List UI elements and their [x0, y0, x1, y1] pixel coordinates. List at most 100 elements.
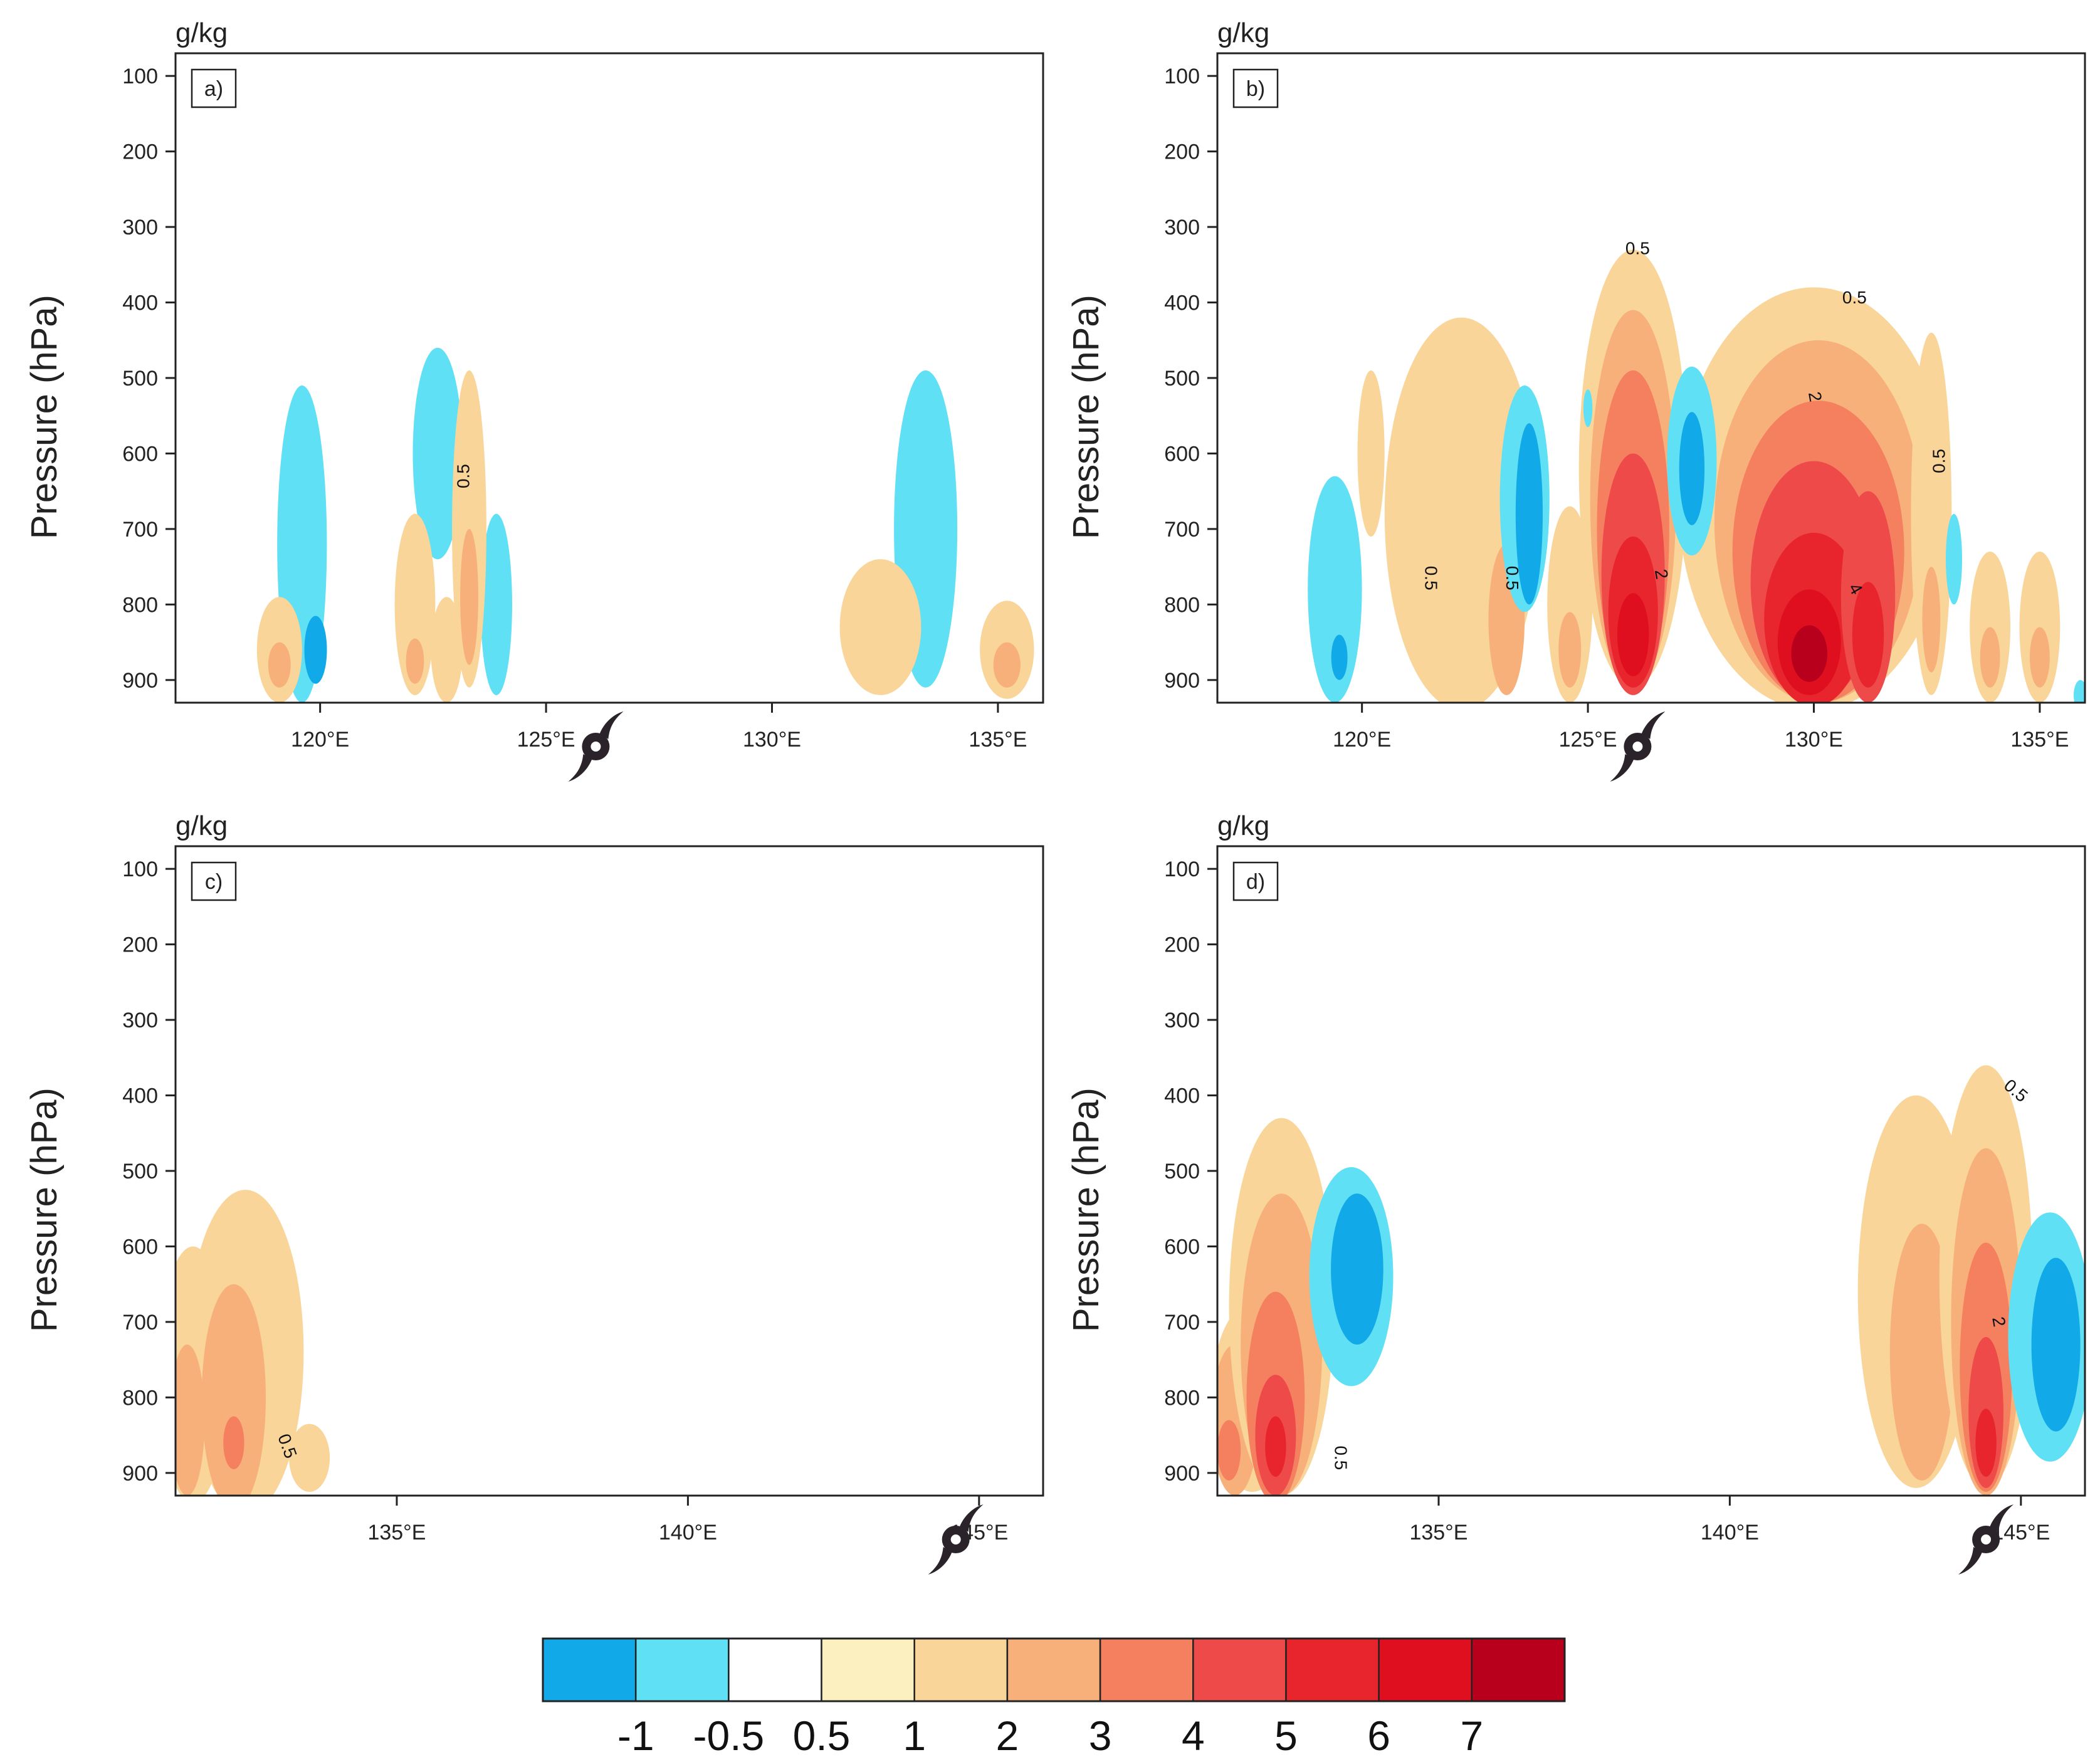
panel-a: 100 200 300 400 500 600 700 800 900 120°E 125°E 130…: [24, 18, 1044, 782]
y-tick-label: 400: [1164, 1084, 1200, 1108]
y-axis-label: Pressure (hPa): [24, 295, 65, 539]
unit-label: g/kg: [1217, 810, 1269, 841]
unit-label: g/kg: [176, 18, 228, 48]
contour-label: 2: [1988, 1315, 2009, 1328]
colorbar-label: 5: [1274, 1712, 1298, 1759]
y-tick-label: 600: [1164, 442, 1200, 466]
y-tick-label: 900: [1164, 1462, 1200, 1486]
y-tick-label: 800: [1164, 1386, 1200, 1410]
y-tick-label: 900: [122, 1462, 158, 1486]
colorbar-label: 2: [996, 1712, 1019, 1759]
contour-fill--0p5: [2074, 679, 2085, 703]
contour-fill-7: [1791, 625, 1828, 682]
x-tick-label: 145°E: [1992, 1521, 2050, 1544]
contour-fill-2: [406, 638, 424, 684]
contour-fills: [1217, 1065, 2085, 1496]
x-tick-label: 140°E: [1701, 1521, 1759, 1544]
panel-tag-box: [191, 861, 237, 901]
contour-fill--0p5: [1583, 389, 1593, 427]
contour-fills: [1308, 249, 2085, 703]
y-tick-label: 100: [1164, 857, 1200, 881]
contour-fill--1: [1679, 412, 1705, 525]
contour-fill-1: [289, 1424, 330, 1492]
contour-fill-2: [2030, 627, 2050, 688]
contour-fill-1: [1911, 332, 1952, 695]
contour-fill-1: [1357, 370, 1385, 537]
typhoon-icon: [928, 1504, 984, 1575]
contour-fill-2: [1558, 612, 1582, 688]
colorbar-label: 0.5: [793, 1712, 851, 1759]
contour-fill-1: [839, 559, 921, 695]
y-tick-label: 200: [1164, 933, 1200, 957]
x-tick-label: 130°E: [1785, 728, 1843, 752]
contour-fill-3: [223, 1416, 244, 1469]
y-tick-label: 700: [122, 1311, 158, 1335]
y-tick-label: 600: [122, 442, 158, 466]
contour-label: 0.5: [1625, 239, 1650, 258]
contour-fill-2: [268, 642, 291, 688]
y-tick-label: 400: [122, 291, 158, 315]
contour-fill-1: [1547, 506, 1593, 703]
panel-tag: a): [204, 77, 223, 101]
contour-fill--1: [304, 616, 327, 684]
contour-fill-2: [460, 528, 478, 665]
contour-fill-2: [201, 1284, 266, 1496]
panels: 100 200 300 400 500 600 700 800 900 120°E 125°E 130…: [24, 18, 2086, 1575]
y-tick-label: 800: [122, 1386, 158, 1410]
contour-label: 0.5: [454, 464, 473, 488]
panel-tag: b): [1246, 77, 1265, 101]
colorbar-swatch: [542, 1637, 637, 1702]
y-tick-label: 400: [122, 1084, 158, 1108]
colorbar-swatch: [913, 1637, 1009, 1702]
x-tick-label: 140°E: [659, 1521, 717, 1544]
contour-fill--0p5: [412, 347, 463, 560]
panel-tag-box: [191, 68, 237, 108]
y-tick-label: 800: [122, 593, 158, 617]
contour-fill--1: [1331, 634, 1348, 680]
colorbar-label: 6: [1367, 1712, 1390, 1759]
contour-fill-1: [431, 597, 463, 703]
contour-label: 2: [1805, 390, 1825, 403]
typhoon-icon: [1958, 1504, 2014, 1575]
panel-tag-box: [1232, 68, 1279, 108]
x-tick-label: 135°E: [2010, 728, 2069, 752]
y-tick-label: 700: [1164, 518, 1200, 542]
contour-fill--1: [1515, 423, 1543, 605]
unit-label: g/kg: [1217, 18, 1269, 48]
contour-fill-2: [1922, 567, 1941, 673]
x-tick-label: 120°E: [291, 728, 349, 752]
contour-fill-1: [394, 513, 436, 695]
typhoon-icon: [1610, 711, 1666, 782]
y-axis-label: Pressure (hPa): [1066, 1088, 1106, 1332]
x-tick-label: 135°E: [367, 1521, 426, 1544]
colorbar: -1 -0.5 0.5 1 2 3 4 5 6 7: [542, 1637, 1566, 1759]
contour-fill--1: [1331, 1193, 1383, 1345]
colorbar-swatch: [1192, 1637, 1287, 1702]
x-tick-label: 130°E: [743, 728, 801, 752]
y-tick-label: 200: [122, 933, 158, 957]
panel-tag: d): [1246, 870, 1265, 894]
contour-fill-2: [1980, 627, 2000, 688]
y-tick-label: 100: [122, 65, 158, 88]
contour-fill--0p5: [1308, 476, 1362, 703]
y-tick-label: 700: [122, 518, 158, 542]
contour-fill--0p5: [480, 513, 512, 695]
x-tick-label: 135°E: [1409, 1521, 1467, 1544]
colorbar-swatch: [1006, 1637, 1101, 1702]
contour-fill-5: [1975, 1408, 1997, 1477]
colorbar-swatch: [1099, 1637, 1194, 1702]
y-tick-label: 900: [1164, 669, 1200, 693]
contour-fills: [176, 1190, 330, 1496]
y-tick-label: 100: [1164, 65, 1200, 88]
contour-label: 0.5: [1421, 566, 1441, 590]
colorbar-label: -0.5: [693, 1712, 765, 1759]
y-tick-label: 300: [122, 216, 158, 239]
y-tick-label: 200: [1164, 140, 1200, 164]
contour-label: 2: [1651, 567, 1672, 580]
y-tick-label: 600: [122, 1235, 158, 1259]
contour-label: 0.5: [1331, 1445, 1351, 1470]
contour-fill-2: [1889, 1224, 1954, 1481]
contour-fill--1: [2031, 1257, 2081, 1432]
